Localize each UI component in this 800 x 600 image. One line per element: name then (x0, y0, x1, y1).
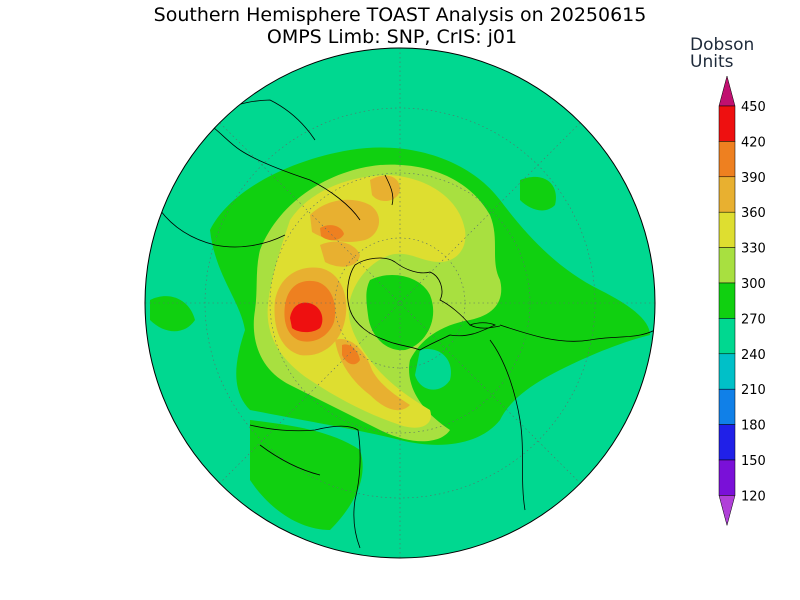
colorbar-box (718, 318, 736, 355)
colorbar-box (718, 459, 736, 496)
colorbar-tick-label: 390 (741, 171, 766, 186)
colorbar-boxes (718, 75, 736, 527)
colorbar-box (718, 424, 736, 461)
colorbar-box (718, 388, 736, 425)
colorbar-units-label-2: Units (690, 52, 734, 72)
ozone-contour-270-east (520, 176, 556, 211)
ozone-contour-270-south (250, 420, 363, 530)
colorbar-tick-label: 360 (741, 206, 766, 221)
colorbar-tick-label: 120 (741, 489, 766, 504)
colorbar-box (718, 282, 736, 319)
colorbar-bottom-arrow (718, 495, 736, 527)
map-gridlines (145, 48, 655, 558)
colorbar-labels: 450 420 390 360 330 300 270 240 210 180 150 120 (741, 100, 766, 504)
colorbar-tick-label: 180 (741, 419, 766, 434)
colorbar-tick-label: 300 (741, 277, 766, 292)
ozone-contour-420 (290, 302, 323, 333)
colorbar-tick-label: 420 (741, 135, 766, 150)
colorbar-box (718, 105, 736, 142)
colorbar-tick-label: 150 (741, 454, 766, 469)
colorbar-tick-label: 270 (741, 312, 766, 327)
chart-title: Southern Hemisphere TOAST Analysis on 20… (153, 4, 647, 26)
ozone-inner-green (366, 275, 434, 351)
ozone-contour-360-mid (320, 241, 360, 267)
colorbar-top-arrow (718, 75, 736, 107)
colorbar-box (718, 141, 736, 178)
ozone-contour-270-west (150, 296, 195, 332)
colorbar-tick-label: 450 (741, 100, 766, 115)
map-border (144, 47, 656, 559)
colorbar-tick-label: 330 (741, 242, 766, 257)
ozone-contour-390-c (342, 344, 360, 365)
colorbar-box (718, 353, 736, 390)
colorbar-box (718, 211, 736, 248)
chart-subtitle: OMPS Limb: SNP, CrIS: j01 (266, 26, 518, 48)
colorbar-tick-label: 210 (741, 383, 766, 398)
colorbar-tick-label: 240 (741, 348, 766, 363)
ozone-contour-330 (267, 175, 466, 428)
colorbar-box (718, 247, 736, 284)
ozone-inner-teal (415, 349, 451, 390)
colorbar-box (718, 176, 736, 213)
colorbar-units-label: Dobson (690, 35, 755, 55)
